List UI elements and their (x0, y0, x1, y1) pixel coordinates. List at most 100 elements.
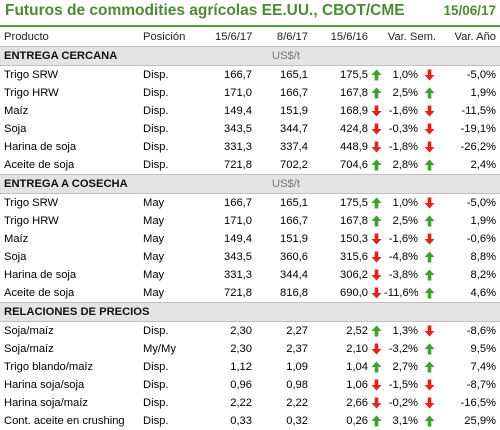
position-cell: Disp. (143, 141, 169, 153)
position-cell: May (143, 197, 165, 209)
yearly-change: -8,7% (466, 379, 497, 391)
yearly-change: 8,2% (470, 269, 497, 281)
trend-cell (418, 156, 440, 175)
trend-cell (418, 322, 440, 341)
price-cell: 331,3 (224, 141, 252, 153)
trend-cell (368, 340, 384, 358)
arrow-down-icon (371, 123, 381, 135)
arrow-up-icon (371, 159, 381, 171)
col-date-3: 15/6/16 (330, 31, 368, 43)
table-row: Maíz May 149,4 151,9 150,3 -1,6% -0,6% (0, 230, 500, 248)
price-cell: 2,10 (346, 343, 368, 355)
table-row: Aceite de soja Disp. 721,8 702,2 704,6 2,8% 2,… (0, 156, 500, 175)
price-cell: 702,2 (280, 159, 308, 171)
table-row: Trigo SRW May 166,7 165,1 175,5 1,0% -5,0% (0, 194, 500, 213)
price-cell: 1,12 (230, 361, 252, 373)
table-row: Trigo blando/maíz Disp. 1,12 1,09 1,04 2,7% 7,… (0, 358, 500, 376)
trend-cell (418, 194, 440, 213)
position-cell: Disp. (143, 397, 169, 409)
yearly-change: 2,4% (470, 159, 497, 171)
trend-cell (368, 322, 384, 341)
weekly-change: -1,6% (388, 233, 418, 245)
price-cell: 167,8 (340, 87, 368, 99)
table-row: Harina de soja May 331,3 344,4 306,2 -3,8% 8,2… (0, 266, 500, 284)
price-cell: 0,98 (286, 379, 308, 391)
yearly-change: 1,9% (470, 215, 497, 227)
yearly-change: -0,6% (466, 233, 497, 245)
section-unit: US$/t (252, 46, 500, 66)
yearly-change: -11,5% (461, 105, 497, 117)
arrow-down-icon (371, 233, 381, 245)
arrow-down-icon (371, 269, 381, 281)
price-cell: 175,5 (340, 197, 368, 209)
arrow-up-icon (424, 87, 434, 99)
trend-cell (418, 358, 440, 376)
arrow-up-icon (424, 361, 434, 373)
price-cell: 690,0 (340, 287, 368, 299)
position-cell: May (143, 287, 165, 299)
price-cell: 166,7 (224, 69, 252, 81)
trend-cell (368, 248, 384, 266)
product-cell: Soja/maíz (4, 343, 54, 355)
trend-cell (368, 102, 384, 120)
price-cell: 331,3 (224, 269, 252, 281)
table-row: Trigo SRW Disp. 166,7 165,1 175,5 1,0% -5,0% (0, 66, 500, 85)
col-var-ano: Var. Año (454, 31, 497, 43)
table-row: Maíz Disp. 149,4 151,9 168,9 -1,6% -11,5% (0, 102, 500, 120)
product-cell: Soja (4, 123, 27, 135)
yearly-change: -5,0% (466, 69, 497, 81)
col-var-sem: Var. Sem. (387, 31, 437, 43)
section-header: ENTREGA CERCANA US$/t (0, 46, 500, 66)
product-cell: Harina soja/maíz (4, 397, 88, 409)
weekly-change: -11,6% (384, 287, 418, 299)
trend-cell (368, 230, 384, 248)
arrow-down-icon (371, 141, 381, 153)
price-cell: 165,1 (280, 197, 308, 209)
section-title: ENTREGA A COSECHA (0, 174, 252, 194)
arrow-down-icon (371, 397, 381, 409)
arrow-down-icon (424, 105, 434, 117)
arrow-down-icon (424, 325, 434, 337)
arrow-up-icon (371, 87, 381, 99)
product-cell: Aceite de soja (4, 287, 75, 299)
position-cell: May (143, 251, 165, 263)
position-cell: May (143, 215, 165, 227)
weekly-change: -1,5% (388, 379, 418, 391)
weekly-change: 1,0% (392, 69, 419, 81)
trend-cell (418, 66, 440, 85)
table-row: Trigo HRW Disp. 171,0 166,7 167,8 2,5% 1,9% (0, 84, 500, 102)
price-cell: 337,4 (280, 141, 308, 153)
price-cell: 171,0 (224, 215, 252, 227)
trend-cell (418, 340, 440, 358)
position-cell: Disp. (143, 325, 169, 337)
price-cell: 151,9 (280, 233, 308, 245)
price-cell: 149,4 (224, 233, 252, 245)
arrow-down-icon (371, 287, 381, 299)
product-cell: Harina de soja (4, 269, 77, 281)
position-cell: Disp. (143, 159, 169, 171)
header-divider (0, 25, 500, 27)
yearly-change: 7,4% (470, 361, 497, 373)
trend-cell (418, 212, 440, 230)
trend-cell (368, 266, 384, 284)
trend-cell (418, 230, 440, 248)
trend-cell (368, 194, 384, 213)
arrow-down-icon (424, 379, 434, 391)
weekly-change: -0,3% (388, 123, 418, 135)
arrow-up-icon (371, 361, 381, 373)
trend-cell (418, 284, 440, 303)
trend-cell (368, 120, 384, 138)
arrow-up-icon (424, 251, 434, 263)
weekly-change: -3,2% (388, 343, 418, 355)
price-cell: 344,7 (280, 123, 308, 135)
section-header: RELACIONES DE PRECIOS (0, 302, 500, 322)
table-row: Soja May 343,5 360,6 315,6 -4,8% 8,8% (0, 248, 500, 266)
weekly-change: 2,5% (392, 215, 419, 227)
table-row: Harina soja/soja Disp. 0,96 0,98 1,06 -1,5% -8… (0, 376, 500, 394)
price-cell: 343,5 (224, 251, 252, 263)
table-row: Aceite de soja May 721,8 816,8 690,0 -11,6% 4,… (0, 284, 500, 303)
price-cell: 1,09 (286, 361, 308, 373)
weekly-change: -0,2% (388, 397, 418, 409)
weekly-change: -1,6% (388, 105, 418, 117)
